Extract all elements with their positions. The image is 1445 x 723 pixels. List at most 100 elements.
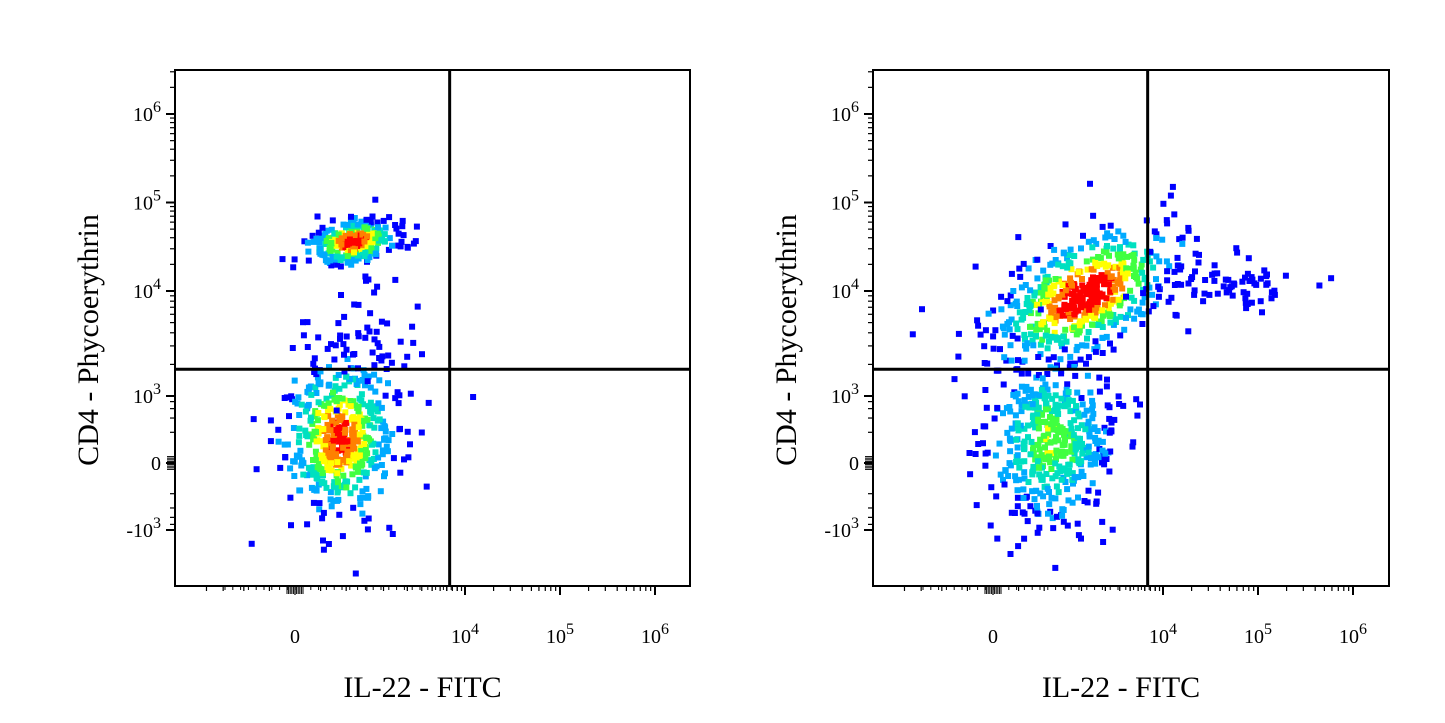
event-dot [347, 231, 354, 238]
event-dot [1092, 338, 1099, 345]
event-dot [1261, 267, 1268, 274]
event-dot [1065, 497, 1072, 504]
event-dot [997, 346, 1003, 353]
event-dot [967, 471, 974, 478]
event-dot [331, 356, 338, 363]
event-dot [321, 252, 328, 259]
event-dot [1054, 470, 1061, 477]
event-dot [1025, 479, 1032, 485]
event-dot [332, 451, 339, 458]
event-dot [305, 257, 312, 264]
event-dot [313, 390, 320, 396]
event-dot [1025, 370, 1032, 377]
event-dot [350, 452, 357, 459]
event-dot [981, 343, 988, 350]
event-dot [374, 230, 381, 237]
event-dot [1054, 404, 1061, 411]
event-dot [339, 395, 346, 402]
event-dot [1048, 408, 1055, 415]
event-dot [1059, 512, 1066, 519]
event-dot [307, 417, 314, 424]
event-dot [354, 226, 361, 233]
event-dot [1073, 457, 1080, 464]
event-dot [300, 332, 307, 339]
event-dot [1128, 294, 1135, 301]
event-dot [312, 448, 319, 455]
event-dot [1059, 282, 1066, 289]
event-dot [988, 484, 995, 491]
event-dot [1051, 246, 1058, 253]
event-dot [334, 412, 341, 419]
event-dot [324, 467, 331, 473]
event-dot [1004, 429, 1011, 436]
event-dot [1029, 414, 1036, 421]
event-dot [1178, 281, 1185, 288]
event-dot [320, 426, 327, 433]
event-dot [1240, 289, 1247, 296]
event-dot [1085, 449, 1092, 456]
event-dot [1064, 486, 1071, 493]
event-dot [1025, 393, 1032, 400]
event-dot [1103, 295, 1110, 302]
event-dot [1139, 321, 1146, 327]
event-dot [375, 400, 382, 407]
event-dot [1209, 271, 1216, 278]
event-dot [334, 459, 341, 466]
event-dot [399, 223, 406, 230]
event-dot [1013, 477, 1020, 484]
event-dot [1061, 397, 1068, 403]
event-dot [1083, 360, 1089, 367]
event-dot [1013, 459, 1020, 465]
event-dot [362, 455, 369, 462]
event-dot [299, 457, 305, 464]
event-dot [407, 441, 413, 448]
event-dot [1051, 438, 1058, 445]
event-dot [310, 360, 317, 367]
event-dot [306, 384, 313, 391]
event-dot [364, 324, 371, 331]
event-dot [1072, 440, 1079, 447]
event-dot [1178, 263, 1185, 270]
event-dot [335, 447, 342, 454]
event-dot [1134, 412, 1141, 419]
event-dot [1058, 395, 1065, 402]
event-dot [1095, 254, 1102, 260]
event-dot [306, 441, 313, 448]
event-dot [1094, 299, 1101, 305]
event-dot [1030, 442, 1037, 448]
event-dot [1058, 370, 1065, 377]
event-dot [1053, 434, 1059, 441]
event-dot [1078, 395, 1085, 401]
event-dot [1079, 342, 1086, 349]
event-dot [328, 503, 335, 510]
event-dot [333, 420, 340, 427]
event-dot [370, 440, 377, 447]
event-dot [1058, 343, 1065, 350]
event-dot [335, 320, 342, 327]
event-dot [386, 214, 393, 221]
event-dot [1066, 461, 1073, 468]
event-dot [1050, 354, 1057, 361]
event-dot [1083, 342, 1090, 349]
event-dot [350, 504, 357, 511]
event-dot [325, 541, 332, 547]
event-dot [361, 517, 368, 524]
event-dot [1244, 301, 1251, 307]
event-dot [470, 394, 477, 400]
event-dot [1095, 322, 1102, 328]
event-dot [365, 515, 372, 522]
event-dot [1090, 237, 1097, 244]
event-dot [248, 540, 255, 547]
event-dot [1071, 286, 1078, 292]
event-dot [1032, 396, 1039, 403]
event-dot [355, 330, 362, 337]
event-dot [1099, 334, 1106, 341]
event-dot [372, 196, 379, 203]
event-dot [1122, 238, 1129, 245]
event-dot [358, 248, 365, 255]
event-dot [297, 447, 304, 454]
event-dot [1007, 342, 1014, 349]
event-dot [1242, 295, 1249, 302]
event-dot [1021, 475, 1028, 482]
event-dot [339, 440, 346, 447]
